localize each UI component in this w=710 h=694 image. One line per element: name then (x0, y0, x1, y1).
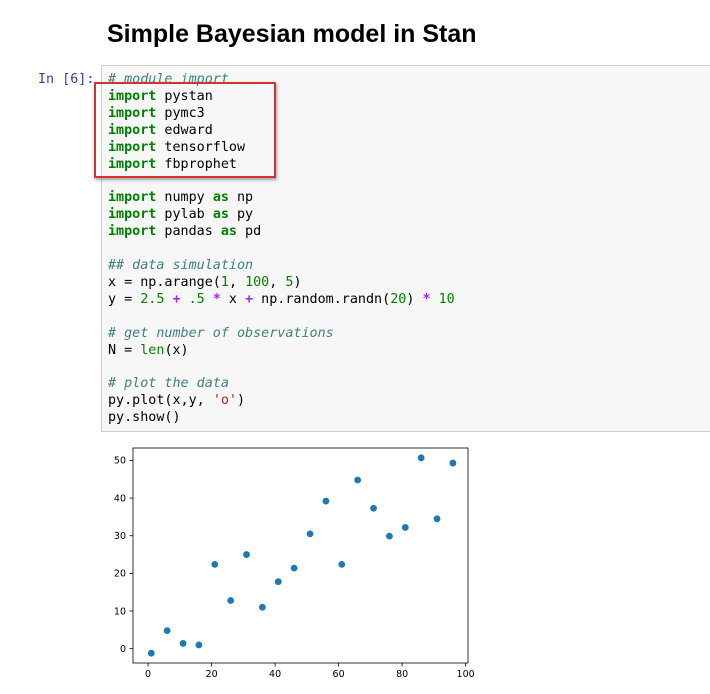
data-point (322, 497, 330, 505)
y-tick-label: 40 (114, 493, 126, 504)
code-line-14: y = 2.5 + .5 * x + np.random.randn(20) *… (108, 291, 455, 307)
plot-frame (132, 447, 469, 664)
data-point (274, 578, 282, 586)
code-line-20: py.plot(x,y, 'o') (108, 393, 246, 409)
data-point (370, 504, 377, 512)
code-line-4: import edward (108, 122, 213, 138)
x-tick-label: 40 (269, 669, 281, 680)
code-line-13: x = np.arange(1, 100, 5) (108, 274, 302, 290)
data-point (306, 530, 314, 538)
scatter-plot: 0 20 40 60 80 100 0 10 20 30 40 50 (114, 447, 475, 680)
data-point (401, 524, 409, 531)
code-line-17: N = len(x) (108, 342, 189, 358)
y-tick-label: 20 (114, 569, 126, 580)
code-editor[interactable]: # module import import pystan import pym… (108, 72, 455, 427)
y-tick-label: 10 (114, 606, 126, 617)
imports-highlight-box (94, 82, 276, 178)
code-line-6: import fbprophet (108, 156, 237, 172)
x-tick-label: 0 (145, 669, 151, 680)
data-point (195, 641, 203, 649)
code-line-12: ## data simulation (108, 257, 254, 273)
code-line-21: py.show() (108, 410, 181, 426)
code-cell[interactable] (101, 65, 710, 432)
section-heading: Simple Bayesian model in Stan (107, 20, 477, 48)
data-point (433, 515, 441, 523)
x-tick-label: 80 (396, 669, 408, 680)
data-point (386, 532, 393, 540)
code-line-3: import pymc3 (108, 105, 205, 121)
data-point (163, 627, 171, 635)
data-point (417, 454, 425, 462)
data-point (243, 551, 250, 558)
data-point (179, 640, 187, 647)
code-line-8: import numpy as np (108, 190, 254, 206)
x-tick-label: 20 (206, 669, 218, 680)
x-tick-label: 100 (457, 669, 475, 680)
code-line-19: # plot the data (108, 376, 229, 392)
data-point (227, 597, 235, 604)
data-point (338, 560, 346, 568)
data-point (211, 560, 219, 568)
code-line-2: import pystan (108, 88, 213, 104)
code-line-9: import pylab as py (108, 207, 254, 223)
x-tick-label: 60 (333, 669, 345, 680)
y-tick-label: 30 (114, 531, 126, 542)
data-point (449, 459, 457, 467)
code-line-16: # get number of observations (108, 325, 334, 341)
data-point (147, 649, 155, 657)
code-line-10: import pandas as pd (108, 224, 262, 240)
y-tick-label: 0 (120, 644, 126, 655)
data-point (354, 476, 362, 484)
y-tick-label: 50 (114, 456, 126, 467)
input-prompt: In [6]: (38, 72, 95, 87)
data-point (258, 603, 266, 611)
data-point (290, 564, 298, 572)
code-line-5: import tensorflow (108, 139, 246, 155)
